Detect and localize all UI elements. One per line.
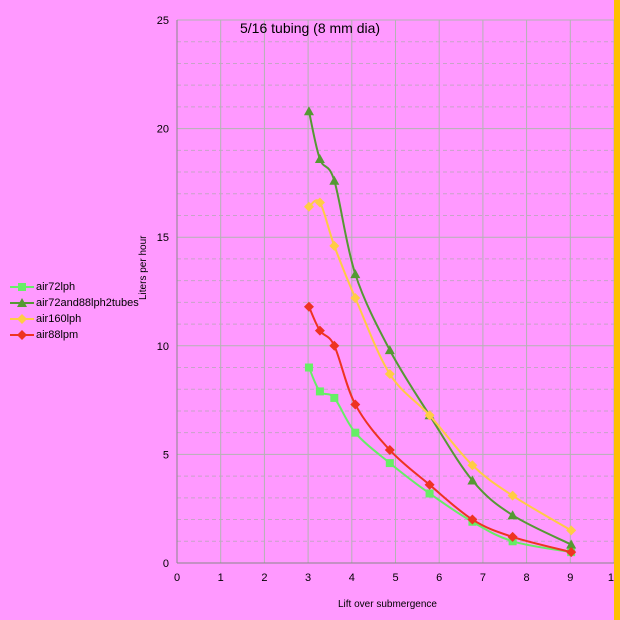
- legend-label: air72lph: [36, 281, 76, 293]
- legend-marker: [17, 314, 27, 324]
- data-point: [385, 459, 394, 468]
- data-point: [329, 240, 340, 251]
- series-line: [308, 306, 572, 554]
- x-tick-label: 4: [349, 572, 355, 584]
- series-air88lpm: [303, 301, 577, 558]
- data-point: [424, 410, 435, 421]
- x-axis-label: Lift over submergence: [338, 599, 437, 610]
- data-point: [314, 154, 325, 164]
- legend-swatch-air88lpm: [10, 330, 34, 340]
- x-tick-label: 7: [480, 572, 486, 584]
- data-point: [314, 197, 325, 208]
- legend-item: air160lph: [8, 311, 139, 327]
- data-point: [303, 106, 314, 116]
- data-point: [315, 387, 324, 396]
- data-point: [384, 345, 395, 355]
- data-point: [467, 475, 478, 485]
- data-point: [566, 547, 577, 558]
- data-point: [507, 531, 518, 542]
- x-tick-label: 1: [218, 572, 224, 584]
- data-point: [425, 489, 434, 498]
- legend-marker: [18, 283, 26, 291]
- y-tick-label: 0: [163, 558, 169, 570]
- data-point: [350, 399, 361, 410]
- legend-marker: [17, 298, 27, 307]
- grid: [176, 19, 615, 564]
- legend-swatch-air72and88lph2tubes: [10, 298, 34, 307]
- y-tick-label: 20: [157, 124, 169, 136]
- data-point: [507, 490, 518, 501]
- x-tick-label: 0: [174, 572, 180, 584]
- data-point: [384, 445, 395, 456]
- x-tick-label: 5: [392, 572, 398, 584]
- right-edge-bar: [614, 0, 620, 620]
- legend: air72lph air72and88lph2tubes air160lph a…: [8, 279, 139, 343]
- data-point: [329, 175, 340, 185]
- legend-marker: [17, 330, 27, 340]
- data-point: [424, 479, 435, 490]
- data-point: [329, 340, 340, 351]
- chart-title: 5/16 tubing (8 mm dia): [240, 20, 381, 36]
- legend-swatch-air160lph: [10, 314, 34, 324]
- y-tick-label: 10: [157, 341, 169, 353]
- x-tick-label: 2: [261, 572, 267, 584]
- data-point: [304, 363, 313, 372]
- legend-item: air88lpm: [8, 327, 139, 343]
- data-point: [566, 525, 577, 536]
- x-tick-label: 8: [524, 572, 530, 584]
- legend-item: air72and88lph2tubes: [8, 295, 139, 311]
- data-point: [566, 539, 577, 549]
- data-point: [384, 369, 395, 380]
- y-tick-label: 25: [157, 15, 169, 27]
- data-point: [350, 269, 361, 279]
- y-axis-label: Liters per hour: [138, 235, 149, 300]
- y-tick-label: 5: [163, 449, 169, 461]
- x-tick-label: 9: [567, 572, 573, 584]
- series-line: [308, 367, 572, 554]
- data-point: [314, 325, 325, 336]
- data-point: [467, 514, 478, 525]
- legend-item: air72lph: [8, 279, 139, 295]
- data-point: [350, 293, 361, 304]
- legend-label: air72and88lph2tubes: [36, 297, 139, 309]
- data-point: [303, 201, 314, 212]
- data-point: [303, 301, 314, 312]
- data-point: [467, 460, 478, 471]
- data-point: [351, 428, 360, 437]
- data-point: [507, 510, 518, 520]
- y-tick-label: 15: [157, 232, 169, 244]
- series-air160lph: [303, 197, 577, 536]
- series-line: [307, 111, 572, 546]
- series-air72and88lph2tubes: [303, 106, 577, 549]
- legend-label: air160lph: [36, 313, 82, 325]
- legend-label: air88lpm: [36, 329, 79, 341]
- x-tick-label: 3: [305, 572, 311, 584]
- legend-swatch-air72lph: [10, 283, 34, 291]
- data-point: [330, 393, 339, 402]
- x-tick-label: 6: [436, 572, 442, 584]
